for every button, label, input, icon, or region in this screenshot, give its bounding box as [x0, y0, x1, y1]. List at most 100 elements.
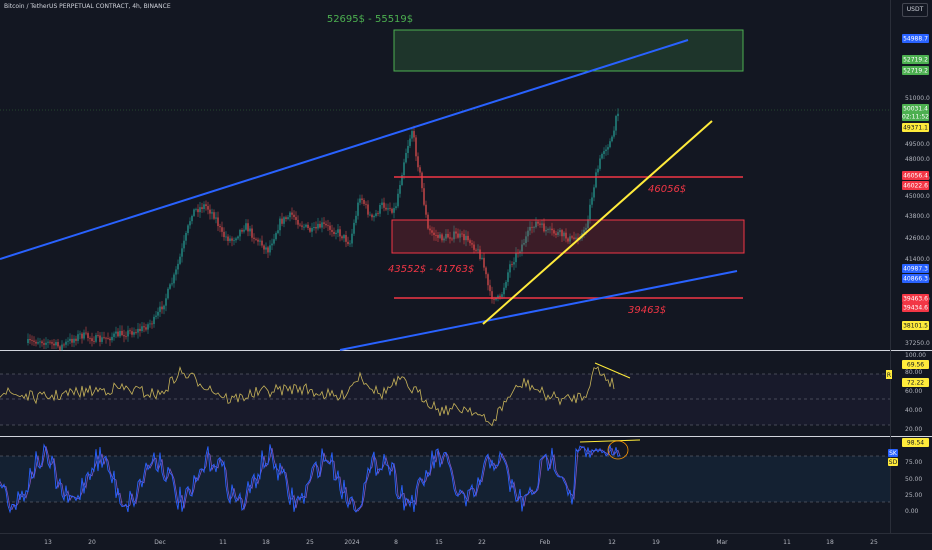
candle-body[interactable]	[369, 214, 371, 216]
candle-body[interactable]	[65, 341, 67, 345]
candle-body[interactable]	[397, 193, 399, 207]
candle-body[interactable]	[103, 337, 105, 339]
candle-body[interactable]	[345, 235, 347, 242]
candle-body[interactable]	[277, 230, 279, 234]
candle-body[interactable]	[501, 294, 503, 297]
candle-body[interactable]	[459, 233, 461, 238]
candle-body[interactable]	[593, 187, 595, 198]
rsi-value-badge[interactable]	[902, 360, 929, 369]
candle-body[interactable]	[387, 208, 389, 210]
candle-body[interactable]	[431, 230, 433, 233]
stoch-k-line[interactable]	[0, 443, 621, 514]
candle-body[interactable]	[557, 232, 559, 235]
candle-body[interactable]	[561, 230, 563, 237]
candle-body[interactable]	[141, 326, 143, 332]
candle-body[interactable]	[203, 204, 205, 210]
candle-body[interactable]	[119, 330, 121, 337]
candle-body[interactable]	[503, 287, 505, 295]
candle-body[interactable]	[51, 342, 53, 344]
candle-body[interactable]	[183, 240, 185, 249]
candle-body[interactable]	[587, 219, 589, 228]
rsi-pane[interactable]: R	[0, 362, 892, 427]
candle-body[interactable]	[229, 238, 231, 241]
candle-body[interactable]	[185, 232, 187, 241]
candle-body[interactable]	[107, 338, 109, 339]
candle-body[interactable]	[411, 131, 413, 139]
candle-body[interactable]	[39, 341, 41, 343]
candle-body[interactable]	[115, 331, 117, 334]
candle-body[interactable]	[553, 230, 555, 234]
candle-body[interactable]	[537, 221, 539, 224]
candle-body[interactable]	[271, 243, 273, 246]
candle-body[interactable]	[209, 209, 211, 214]
candle-body[interactable]	[613, 130, 615, 137]
candle-body[interactable]	[147, 324, 149, 330]
candle-body[interactable]	[265, 247, 267, 250]
candle-body[interactable]	[301, 225, 303, 227]
candle-body[interactable]	[143, 326, 145, 328]
candle-body[interactable]	[245, 223, 247, 230]
candle-body[interactable]	[425, 204, 427, 215]
candle-body[interactable]	[573, 237, 575, 239]
candle-body[interactable]	[565, 232, 567, 239]
candle-body[interactable]	[353, 222, 355, 234]
candle-body[interactable]	[341, 236, 343, 239]
candle-body[interactable]	[263, 245, 265, 250]
price-badge[interactable]	[902, 321, 929, 330]
candle-body[interactable]	[601, 153, 603, 159]
candle-body[interactable]	[313, 226, 315, 229]
candle-body[interactable]	[219, 226, 221, 228]
candle-body[interactable]	[49, 341, 51, 343]
candle-body[interactable]	[497, 295, 499, 298]
candle-body[interactable]	[87, 333, 89, 339]
candle-body[interactable]	[155, 315, 157, 317]
candle-body[interactable]	[421, 172, 423, 189]
candle-body[interactable]	[281, 218, 283, 224]
candle-body[interactable]	[333, 231, 335, 235]
candle-body[interactable]	[451, 238, 453, 240]
candle-body[interactable]	[187, 225, 189, 233]
candle-body[interactable]	[113, 333, 115, 337]
price-badge[interactable]	[902, 264, 929, 273]
candle-body[interactable]	[335, 232, 337, 235]
candle-body[interactable]	[511, 264, 513, 266]
candle-body[interactable]	[605, 149, 607, 152]
candle-body[interactable]	[41, 341, 43, 344]
candle-body[interactable]	[321, 222, 323, 228]
currency-button[interactable]: USDT	[902, 3, 928, 17]
candle-body[interactable]	[293, 214, 295, 218]
candle-body[interactable]	[559, 230, 561, 233]
candle-body[interactable]	[525, 236, 527, 243]
candle-body[interactable]	[237, 236, 239, 239]
candle-body[interactable]	[505, 281, 507, 288]
candle-body[interactable]	[169, 284, 171, 289]
candle-body[interactable]	[555, 233, 557, 235]
price-badge[interactable]	[902, 55, 929, 64]
candle-body[interactable]	[395, 206, 397, 209]
candle-body[interactable]	[317, 223, 319, 229]
candle-body[interactable]	[319, 223, 321, 228]
candle-body[interactable]	[367, 204, 369, 215]
candle-body[interactable]	[485, 267, 487, 275]
candle-body[interactable]	[373, 216, 375, 218]
candle-body[interactable]	[151, 323, 153, 325]
candle-body[interactable]	[289, 212, 291, 218]
candle-body[interactable]	[307, 224, 309, 229]
candle-body[interactable]	[413, 131, 415, 138]
candle-body[interactable]	[381, 202, 383, 205]
candle-body[interactable]	[427, 214, 429, 229]
candle-body[interactable]	[75, 338, 77, 341]
candle-body[interactable]	[499, 295, 501, 297]
candle-body[interactable]	[539, 223, 541, 225]
candle-body[interactable]	[93, 341, 95, 342]
candle-body[interactable]	[481, 257, 483, 259]
candle-body[interactable]	[509, 264, 511, 273]
price-badge[interactable]	[902, 34, 929, 43]
candle-body[interactable]	[405, 152, 407, 163]
candlesticks[interactable]	[27, 108, 619, 351]
candle-body[interactable]	[465, 235, 467, 241]
candle-body[interactable]	[415, 137, 417, 157]
candle-body[interactable]	[329, 225, 331, 230]
candle-body[interactable]	[31, 340, 33, 341]
candle-body[interactable]	[355, 215, 357, 223]
